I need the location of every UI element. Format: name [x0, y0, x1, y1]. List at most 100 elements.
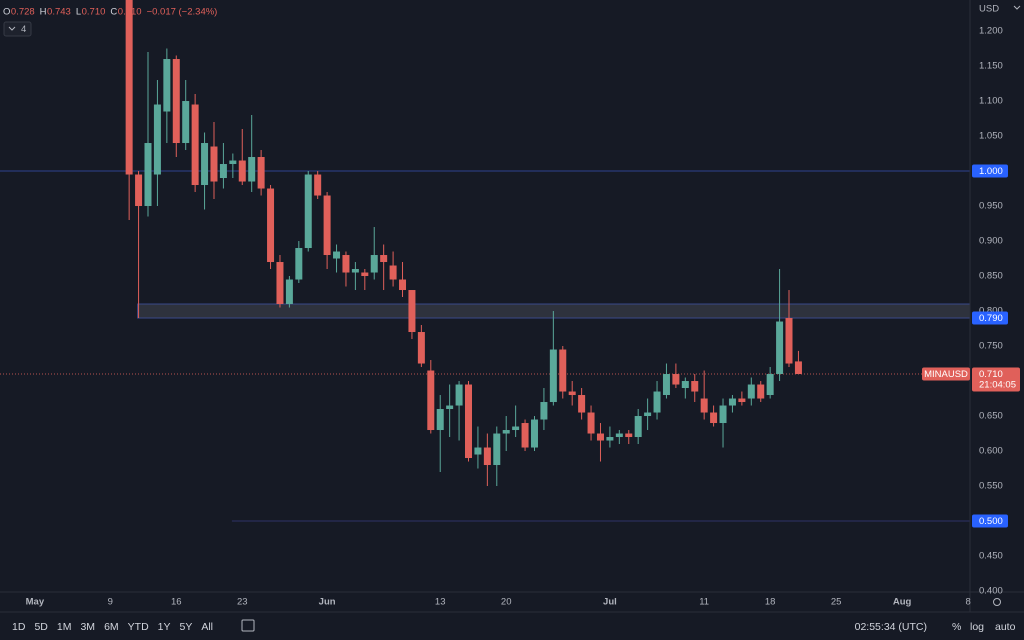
candle-body [314, 174, 322, 196]
candle-body [502, 430, 510, 434]
range-button[interactable]: 1D [12, 621, 26, 633]
y-tick-label: 0.900 [979, 236, 1003, 247]
scale-option[interactable]: auto [995, 621, 1016, 633]
range-button[interactable]: 1Y [158, 621, 171, 633]
price-tag [972, 311, 1008, 325]
legend-value: 0.743 [47, 7, 71, 18]
range-button[interactable]: 6M [104, 621, 119, 633]
currency-caret [1013, 5, 1021, 10]
x-tick-label: 13 [435, 597, 446, 608]
candle-body [653, 391, 661, 413]
price-tag-label: 0.790 [979, 313, 1003, 324]
indicator-caret [8, 26, 16, 31]
candle-body [370, 255, 378, 273]
x-tick-label: 11 [699, 597, 709, 608]
price-tag [972, 164, 1008, 178]
candle-body [380, 255, 388, 263]
legend: O 0.728 H 0.743 L 0.710 C 0.710 −0.017 (−2.34%) [3, 7, 217, 18]
range-button[interactable]: All [201, 621, 213, 633]
range-button[interactable]: 1M [57, 621, 72, 633]
legend-key: L [76, 7, 81, 18]
candle-body [587, 412, 595, 434]
y-tick-label: 1.200 [979, 26, 1003, 37]
candle-body [446, 405, 454, 410]
candle-body [710, 412, 718, 424]
candle-body [465, 384, 473, 459]
y-tick-label: 0.750 [979, 341, 1003, 352]
scale-option[interactable]: % [952, 621, 961, 633]
candle-body [172, 59, 180, 144]
y-tick-label: 0.950 [979, 201, 1003, 212]
symbol-label: MINAUSD [924, 369, 968, 380]
x-tick-label: 23 [237, 597, 248, 608]
candle-body [606, 437, 614, 441]
y-tick-label: 0.550 [979, 481, 1003, 492]
range-button[interactable]: 5Y [180, 621, 193, 633]
legend-key: O [3, 7, 10, 18]
x-tick-label: 16 [171, 597, 182, 608]
candle-body [295, 248, 303, 280]
candle-body [700, 398, 708, 413]
indicator-toggle[interactable] [3, 21, 32, 37]
candle-body [691, 381, 699, 392]
candle-body [530, 419, 538, 448]
candle-body [747, 384, 755, 399]
scale-option[interactable]: log [970, 621, 984, 633]
y-tick-label: 0.600 [979, 446, 1003, 457]
candle-body [399, 279, 407, 291]
candle-body [342, 255, 350, 273]
candle-body [615, 433, 623, 438]
range-button[interactable]: 3M [80, 621, 95, 633]
candle-body [794, 361, 802, 375]
legend-value: 0.710 [118, 7, 142, 18]
candle-body [333, 251, 341, 259]
y-tick-label: 1.150 [979, 61, 1003, 72]
candle-body [483, 447, 491, 466]
candle-body [267, 188, 275, 263]
range-button[interactable]: 5D [34, 621, 48, 633]
candle-body [323, 195, 331, 256]
candle-body [219, 164, 227, 179]
candle-body [596, 433, 604, 441]
candle-body [361, 272, 369, 277]
candle-body [493, 433, 501, 466]
candle-body [719, 405, 727, 424]
candle-body [672, 374, 680, 385]
x-tick-label: 20 [501, 597, 512, 608]
price-tag-label: 1.000 [979, 166, 1003, 177]
range-button[interactable]: YTD [128, 621, 149, 633]
currency: USD [979, 4, 999, 15]
candle-body [125, 0, 133, 175]
date-range-icon[interactable] [241, 619, 255, 632]
legend-change: −0.017 (−2.34%) [147, 7, 218, 18]
candle-body [521, 423, 529, 448]
y-tick-label: 1.100 [979, 96, 1003, 107]
x-tick-label: 18 [765, 597, 776, 608]
y-tick-label: 0.400 [979, 586, 1003, 597]
candle-body [559, 349, 567, 392]
indicator-count: 4 [21, 24, 26, 35]
candle-body [408, 290, 416, 333]
candle-body [474, 447, 482, 455]
x-tick-label: May [26, 597, 45, 608]
candle-body [776, 321, 784, 375]
plot-area [0, 0, 971, 522]
candle-body [549, 349, 557, 403]
candle-body [738, 398, 746, 403]
last-price-tag [972, 367, 1020, 392]
candle-body [182, 101, 190, 144]
candle-body [540, 402, 548, 420]
x-tick-label: Jul [603, 597, 617, 608]
x-tick-label: 9 [108, 597, 113, 608]
candle-body [634, 416, 642, 438]
candle-body [436, 409, 444, 431]
candle-body [662, 374, 670, 396]
countdown: 21:04:05 [979, 380, 1016, 391]
settings-icon[interactable] [993, 598, 1001, 606]
candle-body [248, 157, 256, 182]
candle-body [512, 426, 520, 431]
candle-body [153, 104, 161, 175]
candle-body [276, 262, 284, 305]
candle-body [766, 374, 774, 396]
